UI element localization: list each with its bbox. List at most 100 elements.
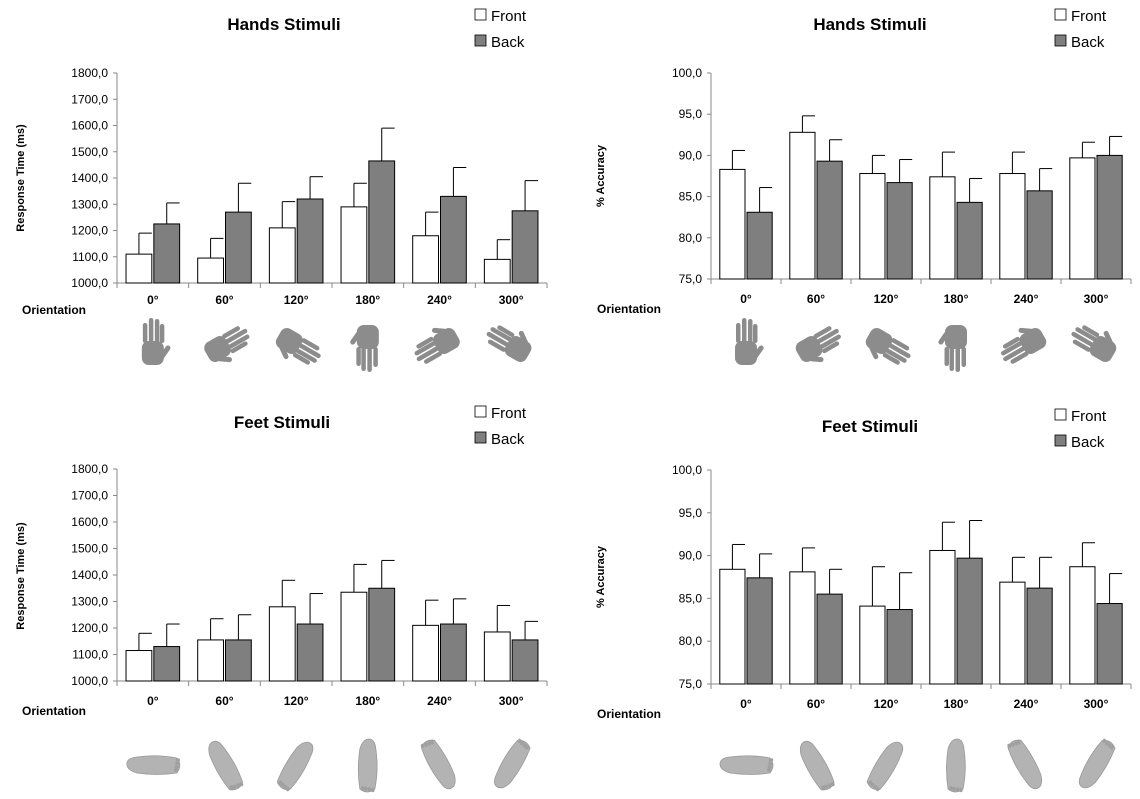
bar-back-1 xyxy=(746,211,773,280)
chart-title: Feet Stimuli xyxy=(234,413,330,432)
hand-icon-3 xyxy=(865,328,911,365)
y-tick-label: 1100,0 xyxy=(72,250,108,264)
x-tick-label: 60° xyxy=(807,697,825,711)
hand-icon-5 xyxy=(1001,327,1047,364)
y-axis-label: Response Time (ms) xyxy=(15,522,27,630)
foot-icon-4 xyxy=(357,738,378,793)
bar-back-6 xyxy=(1096,603,1123,685)
x-tick-label: 60° xyxy=(215,694,233,708)
chart-title: Feet Stimuli xyxy=(822,417,918,436)
x-tick-label: 0° xyxy=(147,293,159,307)
legend-swatch-back xyxy=(1054,34,1067,47)
bar-front-2 xyxy=(789,571,816,685)
bar-front-6 xyxy=(1069,566,1096,685)
foot-icon-1 xyxy=(719,755,774,775)
bar-back-4 xyxy=(368,587,396,682)
hand-icon-6 xyxy=(486,325,532,362)
bar-back-3 xyxy=(296,198,324,284)
x-tick-label: 180° xyxy=(944,292,969,306)
y-tick-label: 80,0 xyxy=(679,634,703,648)
y-tick-label: 1300,0 xyxy=(71,197,108,211)
hand-icon-1 xyxy=(141,318,171,365)
legend-swatch-front xyxy=(1054,8,1067,21)
y-tick-label: 1400,0 xyxy=(71,568,108,582)
foot-icon-2 xyxy=(208,740,244,791)
y-tick-label: 1400,0 xyxy=(71,171,108,185)
foot-icon-4 xyxy=(946,738,966,793)
y-tick-label: 1200,0 xyxy=(71,621,108,635)
x-tick-label: 60° xyxy=(807,292,825,306)
y-tick-label: 1500,0 xyxy=(71,145,108,159)
legend-label-front: Front xyxy=(1071,8,1107,25)
y-tick-label: 100,0 xyxy=(672,66,702,80)
x-tick-label: 300° xyxy=(499,293,524,307)
legend-label-back: Back xyxy=(1071,34,1105,51)
y-tick-label: 1000,0 xyxy=(71,276,108,290)
bar-front-3 xyxy=(859,605,886,685)
bar-back-1 xyxy=(746,577,773,685)
bar-back-4 xyxy=(368,160,396,284)
x-tick-label: 60° xyxy=(215,293,233,307)
bar-front-4 xyxy=(340,206,368,284)
foot-icon-6 xyxy=(1078,738,1116,789)
bar-front-4 xyxy=(340,591,368,682)
bar-front-1 xyxy=(719,168,746,280)
bar-back-5 xyxy=(440,623,467,682)
bar-back-2 xyxy=(816,593,843,685)
x-axis-label: Orientation xyxy=(22,303,86,317)
y-tick-label: 80,0 xyxy=(679,231,703,245)
y-tick-label: 95,0 xyxy=(679,506,703,520)
bar-front-5 xyxy=(999,173,1026,280)
hand-icon-6 xyxy=(1071,325,1117,362)
legend-swatch-front xyxy=(474,405,487,418)
chart-panel-4: Feet Stimuli Front Back % Accuracy 75,0 80,0 8… xyxy=(595,408,1132,793)
hand-icon-1 xyxy=(735,318,764,365)
y-tick-label: 90,0 xyxy=(679,148,703,162)
bar-back-3 xyxy=(296,623,324,682)
bar-back-5 xyxy=(1026,190,1053,280)
y-tick-label: 90,0 xyxy=(679,549,703,563)
hand-icon-2 xyxy=(204,326,250,363)
bar-front-1 xyxy=(719,568,746,685)
y-tick-label: 85,0 xyxy=(679,190,703,204)
bar-front-1 xyxy=(125,253,153,284)
x-tick-label: 300° xyxy=(1084,697,1109,711)
chart-title: Hands Stimuli xyxy=(813,15,926,34)
foot-icon-3 xyxy=(276,741,314,792)
chart-title: Hands Stimuli xyxy=(227,15,340,34)
foot-icon-5 xyxy=(1007,739,1043,790)
chart-panel-3: Feet Stimuli Front Back Response Time (ms) 1… xyxy=(15,405,548,793)
x-tick-label: 240° xyxy=(1014,697,1039,711)
bar-front-4 xyxy=(929,176,956,280)
bar-front-2 xyxy=(197,639,224,682)
hand-icon-4 xyxy=(938,325,967,372)
legend-swatch-back xyxy=(474,34,487,47)
y-tick-label: 85,0 xyxy=(679,591,703,605)
x-axis-label: Orientation xyxy=(22,704,86,718)
y-tick-label: 75,0 xyxy=(679,677,703,691)
bar-back-1 xyxy=(153,223,181,284)
x-tick-label: 120° xyxy=(284,293,309,307)
y-tick-label: 1300,0 xyxy=(71,595,108,609)
legend-label-back: Back xyxy=(491,34,525,51)
bar-back-6 xyxy=(511,210,539,284)
bar-back-4 xyxy=(956,557,983,685)
chart-panel-2: Hands Stimuli Front Back % Accuracy 75,0 80,0… xyxy=(595,8,1132,372)
bar-back-2 xyxy=(816,160,843,280)
y-tick-label: 1200,0 xyxy=(71,224,108,238)
legend-label-back: Back xyxy=(491,431,525,448)
legend-label-front: Front xyxy=(1071,408,1107,425)
bar-front-1 xyxy=(125,650,153,682)
bar-back-2 xyxy=(225,639,252,682)
x-tick-label: 300° xyxy=(1084,292,1109,306)
bar-back-6 xyxy=(511,639,539,682)
x-tick-label: 120° xyxy=(874,697,899,711)
bar-front-5 xyxy=(999,581,1026,685)
foot-icon-3 xyxy=(866,741,904,792)
y-tick-label: 1000,0 xyxy=(71,674,108,688)
hand-icon-2 xyxy=(795,326,841,363)
y-axis-label: % Accuracy xyxy=(595,144,607,207)
x-tick-label: 240° xyxy=(427,694,452,708)
x-tick-label: 0° xyxy=(740,292,752,306)
